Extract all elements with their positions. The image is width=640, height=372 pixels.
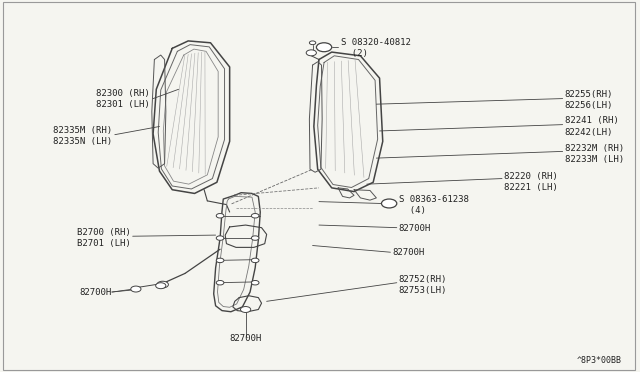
Circle shape [216,214,224,218]
Circle shape [156,283,166,289]
Circle shape [252,280,259,285]
Circle shape [157,281,168,288]
Circle shape [309,41,316,45]
Text: 82700H: 82700H [230,334,262,343]
Text: ^8P3*00BB: ^8P3*00BB [577,356,622,365]
Circle shape [252,258,259,263]
Text: S 08363-61238
  (4): S 08363-61238 (4) [399,195,468,215]
Text: 82300 (RH)
82301 (LH): 82300 (RH) 82301 (LH) [96,89,150,109]
Circle shape [216,258,224,263]
Circle shape [241,307,251,312]
Circle shape [252,214,259,218]
Text: S 08320-40812
  (2): S 08320-40812 (2) [341,38,411,58]
Circle shape [381,199,397,208]
Text: 82700H: 82700H [392,248,424,257]
Text: 82700H: 82700H [399,224,431,233]
Circle shape [216,280,224,285]
Text: 82255(RH)
82256(LH): 82255(RH) 82256(LH) [564,90,613,110]
Circle shape [216,236,224,240]
Text: 82232M (RH)
82233M (LH): 82232M (RH) 82233M (LH) [564,144,623,164]
Text: 82241 (RH)
82242(LH): 82241 (RH) 82242(LH) [564,116,618,137]
Text: 82752(RH)
82753(LH): 82752(RH) 82753(LH) [399,275,447,295]
Circle shape [306,50,316,56]
Text: 82700H: 82700H [79,288,111,296]
Circle shape [131,286,141,292]
Text: S: S [321,43,327,52]
Text: 82335M (RH)
82335N (LH): 82335M (RH) 82335N (LH) [52,126,111,146]
Text: S: S [387,199,392,208]
Text: 82220 (RH)
82221 (LH): 82220 (RH) 82221 (LH) [504,172,557,192]
Circle shape [316,43,332,52]
Text: B2700 (RH)
B2701 (LH): B2700 (RH) B2701 (LH) [77,228,131,248]
Circle shape [252,236,259,240]
